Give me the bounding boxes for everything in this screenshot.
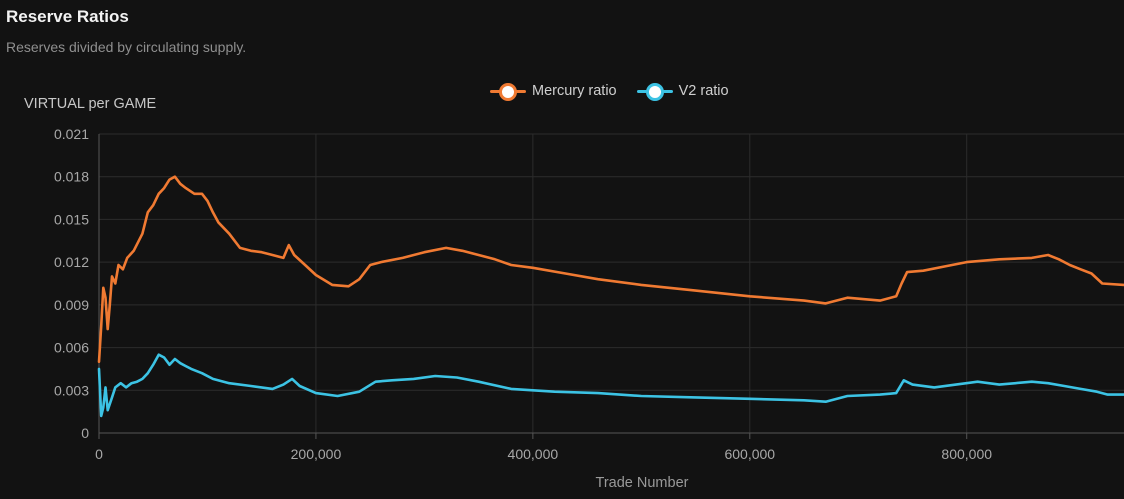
series-line-v2 [97,353,1124,418]
y-tick-label-3: 0.009 [54,297,89,313]
y-tick-label-7: 0.021 [54,126,89,142]
legend-marker-mercury [499,83,517,101]
y-tick-label-1: 0.003 [54,382,89,398]
x-axis-label: Trade Number [595,475,689,491]
y-tick-label-2: 0.006 [54,340,89,356]
x-tick-label-2: 400,000 [508,446,559,462]
chart-legend: Mercury ratio V2 ratio [490,82,749,101]
x-axis-label-wrap: Trade Number [0,475,1124,491]
x-tick-label-1: 200,000 [291,446,342,462]
legend-swatch-v2 [636,82,673,101]
x-tick-label-3: 600,000 [724,446,775,462]
legend-marker-v2 [645,83,664,101]
legend-item-mercury[interactable]: Mercury ratio [490,82,617,101]
legend-label-v2: V2 ratio [678,83,729,99]
series-line-mercury [97,175,1124,364]
y-tick-label-4: 0.012 [54,254,89,270]
legend-label-mercury: Mercury ratio [532,83,617,99]
y-axis-label: VIRTUAL per GAME [24,96,157,112]
chart-subtitle: Reserves divided by circulating supply. [6,39,247,55]
legend-item-v2[interactable]: V2 ratio [636,82,729,101]
chart-title: Reserve Ratios [6,7,129,26]
y-tick-label-5: 0.015 [54,211,89,227]
x-tick-label-0: 0 [95,446,103,462]
y-tick-label-0: 0 [81,425,89,441]
y-tick-label-6: 0.018 [54,169,89,185]
x-tick-label-4: 800,000 [941,446,992,462]
legend-swatch-mercury [490,82,526,101]
